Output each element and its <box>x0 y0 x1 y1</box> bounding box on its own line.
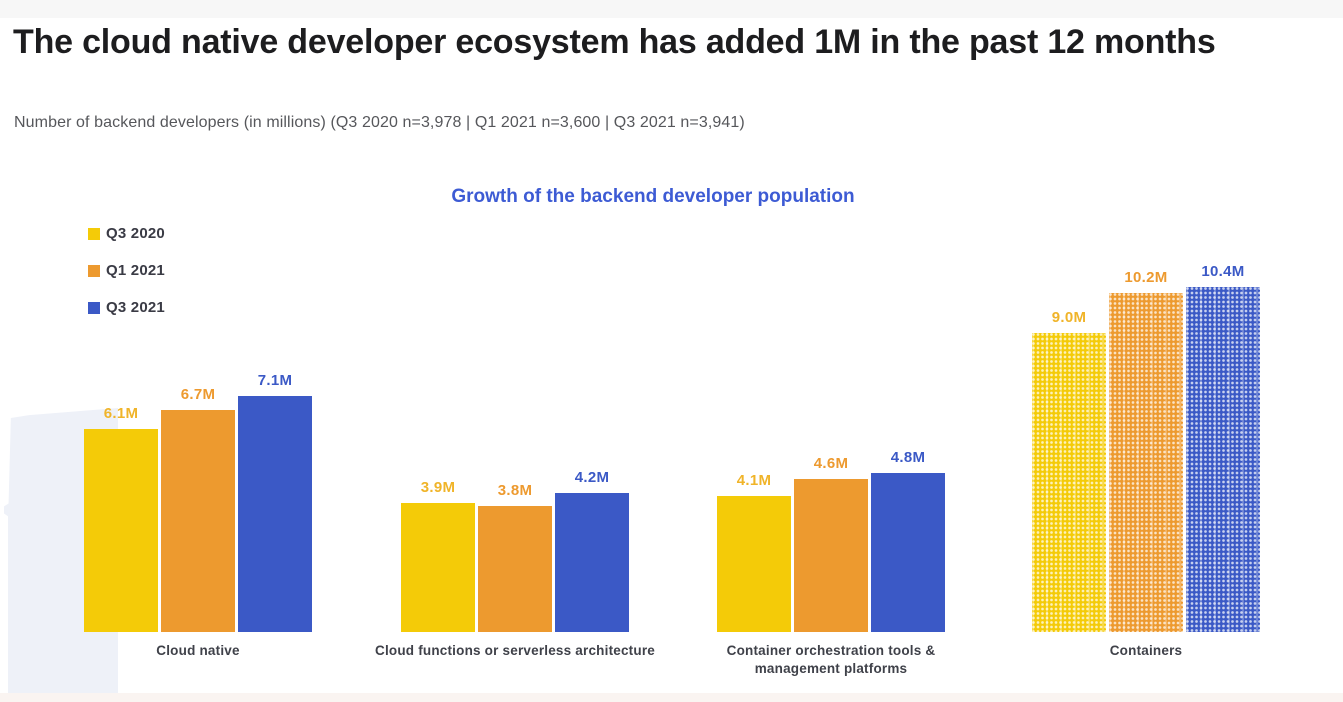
legend-item: Q1 2021 <box>88 262 165 279</box>
bar-value-label: 3.8M <box>497 482 533 499</box>
category-label: Containers <box>1109 643 1183 658</box>
category-label: Cloud functions or serverless architectu… <box>375 643 655 658</box>
bar-value-label: 10.4M <box>1201 263 1245 280</box>
bar-value-label: 9.0M <box>1051 309 1087 326</box>
bar-value-label: 4.6M <box>813 455 849 472</box>
legend-swatch <box>88 227 100 240</box>
legend-swatch <box>88 264 100 277</box>
bar <box>238 396 312 632</box>
legend-item: Q3 2020 <box>88 225 165 242</box>
bottom-edge-strip <box>0 693 1343 702</box>
page-subtitle: Number of backend developers (in million… <box>14 114 745 131</box>
chart-title: Growth of the backend developer populati… <box>451 186 855 207</box>
bar-value-label: 4.1M <box>736 472 772 489</box>
bar <box>478 506 552 632</box>
bar <box>555 493 629 632</box>
bar-value-label: 6.1M <box>103 405 139 422</box>
bar <box>84 429 158 632</box>
bar-value-label: 7.1M <box>257 372 293 389</box>
bar <box>871 473 945 632</box>
bar-value-label: 4.2M <box>574 469 610 486</box>
legend-label: Q3 2021 <box>106 299 165 316</box>
legend-item: Q3 2021 <box>88 299 165 316</box>
category-label: Container orchestration tools & manageme… <box>726 643 936 677</box>
bar-value-label: 6.7M <box>180 386 216 403</box>
bar <box>1109 293 1183 632</box>
legend-swatch <box>88 301 100 314</box>
bar <box>1032 333 1106 632</box>
top-edge-strip <box>0 0 1343 18</box>
category-label: Cloud native <box>156 643 240 658</box>
chart-legend: Q3 2020 Q1 2021 Q3 2021 <box>88 225 165 316</box>
bar-value-label: 3.9M <box>420 479 456 496</box>
bar <box>161 410 235 632</box>
legend-label: Q1 2021 <box>106 262 165 279</box>
bar <box>401 503 475 632</box>
page-title: The cloud native developer ecosystem has… <box>13 23 1216 61</box>
bar <box>794 479 868 632</box>
bar <box>717 496 791 632</box>
bar-value-label: 4.8M <box>890 449 926 466</box>
legend-label: Q3 2020 <box>106 225 165 242</box>
bar <box>1186 287 1260 632</box>
bar-value-label: 10.2M <box>1124 269 1168 286</box>
